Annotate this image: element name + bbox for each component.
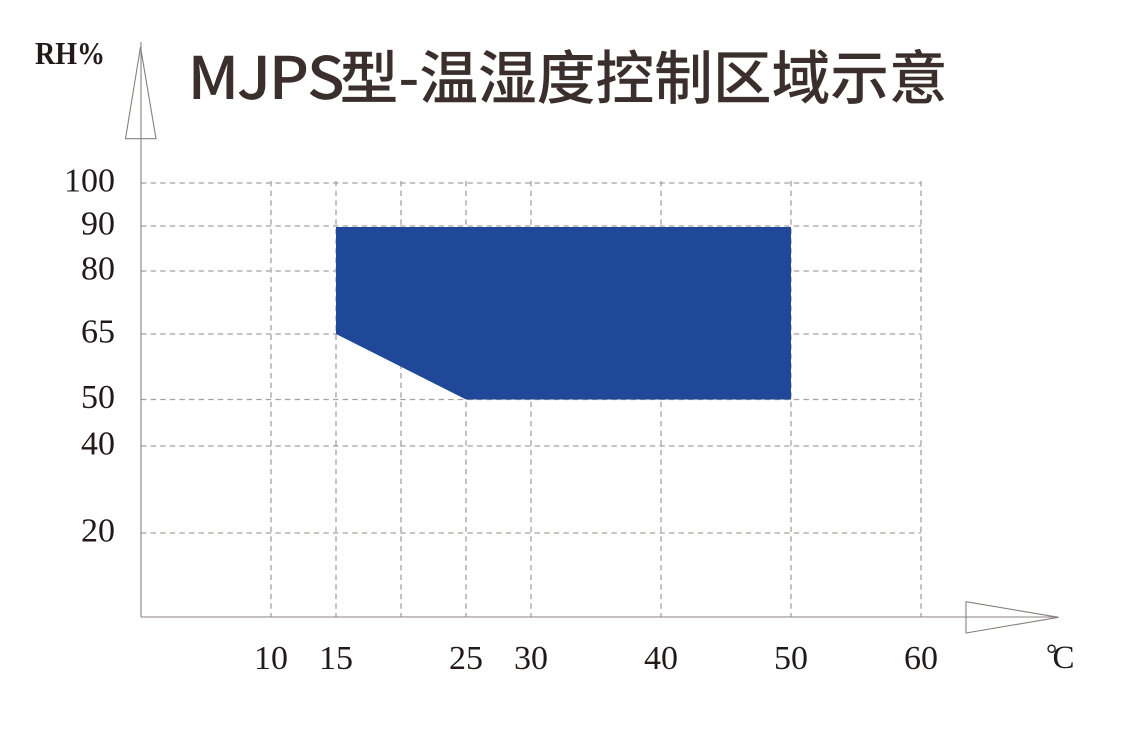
svg-text:40: 40 (81, 426, 115, 463)
svg-text:60: 60 (904, 640, 938, 677)
svg-text:20: 20 (81, 513, 115, 550)
svg-text:C: C (1053, 640, 1075, 676)
svg-text:°: ° (1046, 640, 1057, 671)
svg-text:65: 65 (81, 314, 115, 351)
svg-text:40: 40 (644, 640, 678, 677)
svg-text:80: 80 (81, 251, 115, 288)
svg-text:50: 50 (774, 640, 808, 677)
svg-text:25: 25 (449, 640, 483, 677)
svg-text:10: 10 (254, 640, 288, 677)
svg-text:30: 30 (514, 640, 548, 677)
svg-text:100: 100 (64, 163, 115, 200)
svg-text:90: 90 (81, 206, 115, 243)
svg-text:RH%: RH% (35, 35, 105, 71)
svg-text:50: 50 (81, 379, 115, 416)
svg-text:15: 15 (319, 640, 353, 677)
